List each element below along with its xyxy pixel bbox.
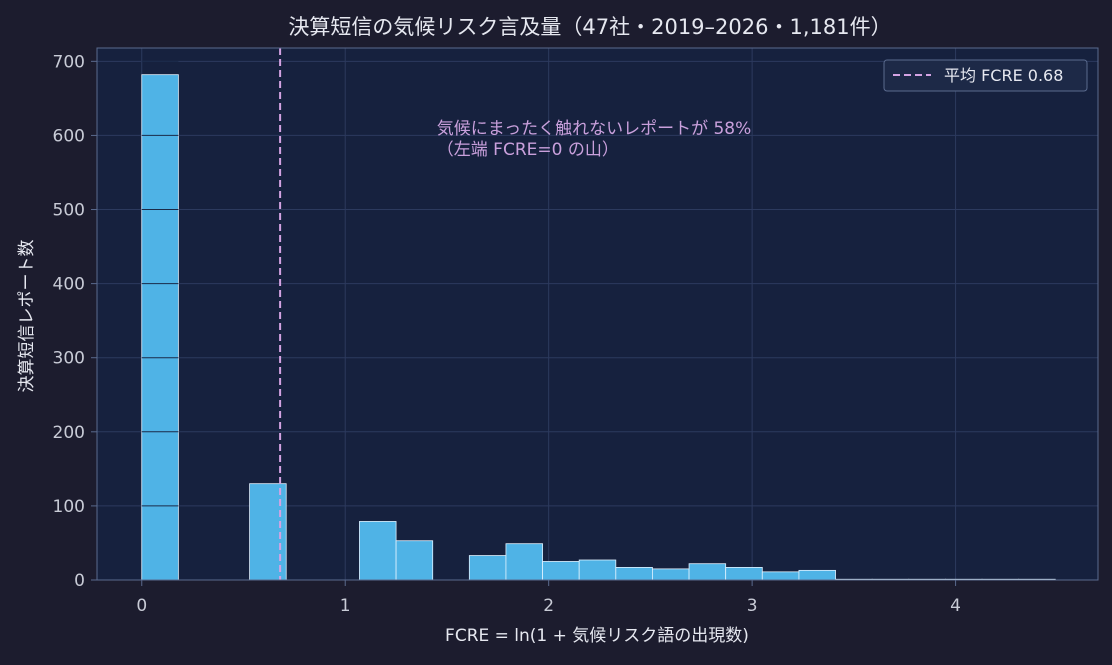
- x-tick-label: 2: [543, 596, 554, 616]
- grid: [97, 48, 1098, 581]
- annotation-line-2: （左端 FCRE=0 の山）: [437, 140, 619, 160]
- histogram-bar: [652, 568, 690, 581]
- y-tick-label: 200: [53, 423, 85, 443]
- y-tick-label: 700: [53, 52, 85, 72]
- histogram-bar: [395, 540, 434, 581]
- legend-box: [883, 59, 1088, 92]
- chart-title: 決算短信の気候リスク言及量（47社・2019–2026・1,181件）: [288, 15, 891, 39]
- histogram-bar: [578, 559, 617, 581]
- x-tick-label: 1: [340, 596, 351, 616]
- histogram-bar: [761, 571, 800, 581]
- histogram-bar: [725, 567, 763, 581]
- annotation-line-1: 気候にまったく触れないレポートが 58%: [437, 119, 752, 139]
- y-axis-label: 決算短信レポート数: [17, 240, 37, 393]
- histogram-bar: [468, 555, 507, 581]
- histogram-bar: [141, 74, 179, 581]
- y-tick-label: 500: [53, 201, 85, 221]
- legend-label-mean: 平均 FCRE 0.68: [944, 66, 1063, 85]
- y-tick-label: 100: [53, 497, 85, 517]
- histogram-bar: [359, 521, 397, 581]
- y-tick-label: 600: [53, 126, 85, 146]
- histogram-bar: [798, 569, 836, 581]
- histogram-bars: [141, 60, 1056, 581]
- y-tick-label: 0: [74, 571, 85, 591]
- plot-frame: [96, 47, 1099, 581]
- x-axis-label: FCRE = ln(1 + 気候リスク語の出現数): [445, 626, 749, 646]
- histogram-bar: [542, 561, 580, 581]
- histogram-bar: [505, 543, 543, 581]
- x-tick-label: 3: [747, 596, 758, 616]
- y-tick-label: 300: [53, 349, 85, 369]
- y-axis-ticks: 0 100 200 300 400 500 600 700: [53, 52, 97, 591]
- histogram-bar: [688, 563, 727, 581]
- y-tick-label: 400: [53, 275, 85, 295]
- x-tick-label: 4: [950, 596, 961, 616]
- legend: 平均 FCRE 0.68: [883, 59, 1088, 92]
- x-axis-ticks: 0 1 2 3 4: [136, 580, 961, 616]
- histogram-bar: [615, 567, 653, 581]
- x-tick-label: 0: [136, 596, 147, 616]
